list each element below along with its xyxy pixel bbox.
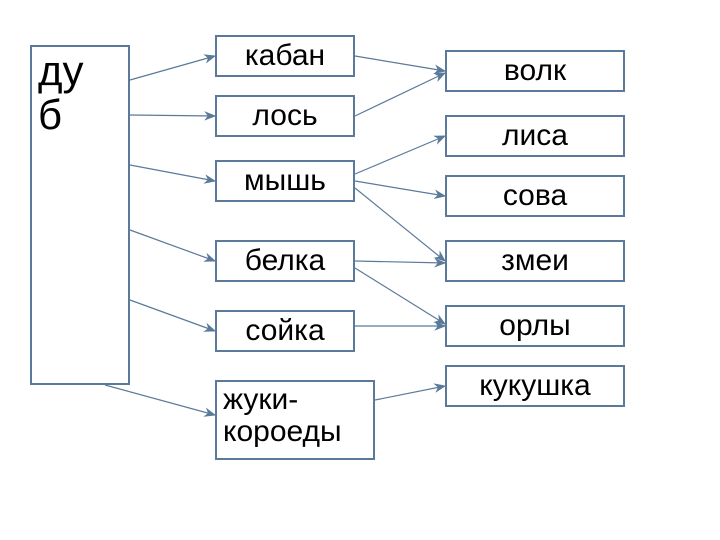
edge-dub-mysh xyxy=(130,165,215,181)
edge-kaban-volk xyxy=(355,56,445,71)
node-label: орлы xyxy=(499,310,570,342)
node-label: сова xyxy=(503,180,567,212)
node-mysh: мышь xyxy=(215,160,355,202)
node-soika: сойка xyxy=(215,310,355,352)
node-kukushka: кукушка xyxy=(445,365,625,407)
edge-zhuki-kukushka xyxy=(375,386,445,400)
node-label: белка xyxy=(245,245,326,277)
node-kaban: кабан xyxy=(215,35,355,77)
edge-dub-soika xyxy=(130,300,215,331)
edge-dub-belka xyxy=(130,230,215,261)
node-label: волк xyxy=(504,55,566,87)
node-lisa: лиса xyxy=(445,115,625,157)
node-label: змеи xyxy=(501,245,569,277)
edge-mysh-sova xyxy=(355,181,445,196)
node-belka: белка xyxy=(215,240,355,282)
node-label-part: б xyxy=(38,93,62,137)
edge-dub-kaban xyxy=(130,56,215,80)
edge-belka-zmei xyxy=(355,261,445,263)
edge-dub-zhuki xyxy=(105,385,215,415)
node-los: лось xyxy=(215,95,355,137)
node-label: кабан xyxy=(245,40,325,72)
edge-dub-los xyxy=(130,115,215,116)
node-label: сойка xyxy=(245,315,324,347)
node-zmei: змеи xyxy=(445,240,625,282)
edge-mysh-zmei xyxy=(355,188,445,261)
edge-los-volk xyxy=(355,73,445,116)
node-volk: волк xyxy=(445,50,625,92)
node-label: лось xyxy=(252,100,317,132)
node-dub: дуб xyxy=(30,45,130,385)
node-label: жуки-короеды xyxy=(223,384,367,447)
edge-mysh-lisa xyxy=(355,136,445,174)
node-label: кукушка xyxy=(479,370,590,402)
edge-belka-orly xyxy=(355,268,445,324)
node-sova: сова xyxy=(445,175,625,217)
node-zhuki: жуки-короеды xyxy=(215,380,375,460)
node-orly: орлы xyxy=(445,305,625,347)
node-label: лиса xyxy=(502,120,568,152)
node-label: мышь xyxy=(244,165,326,197)
node-label-part: ду xyxy=(38,49,84,93)
